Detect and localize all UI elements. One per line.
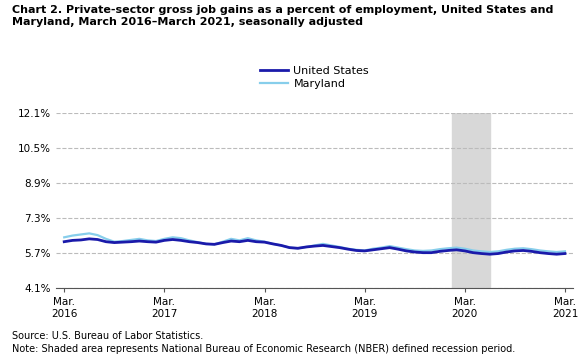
Line: Maryland: Maryland	[64, 233, 565, 252]
United States	[369, 248, 376, 252]
Maryland	[186, 238, 193, 242]
Legend: United States, Maryland: United States, Maryland	[260, 66, 369, 89]
United States	[86, 237, 93, 241]
Maryland	[61, 235, 68, 240]
Maryland	[336, 245, 343, 249]
United States	[486, 252, 493, 256]
United States	[336, 246, 343, 250]
Maryland	[512, 247, 519, 251]
United States	[186, 240, 193, 244]
Maryland	[169, 235, 176, 240]
Text: Source: U.S. Bureau of Labor Statistics.: Source: U.S. Bureau of Labor Statistics.	[12, 331, 203, 341]
United States	[169, 237, 176, 242]
Text: Chart 2. Private-sector gross job gains as a percent of employment, United State: Chart 2. Private-sector gross job gains …	[12, 5, 553, 27]
Maryland	[244, 236, 251, 240]
Maryland	[369, 247, 376, 251]
United States	[244, 238, 251, 242]
Maryland	[486, 250, 493, 254]
Maryland	[86, 231, 93, 236]
Maryland	[562, 249, 569, 253]
United States	[562, 251, 569, 256]
United States	[61, 240, 68, 244]
Bar	[452, 113, 490, 288]
Line: United States: United States	[64, 239, 565, 254]
Text: Note: Shaded area represents National Bureau of Economic Research (NBER) defined: Note: Shaded area represents National Bu…	[12, 344, 515, 354]
United States	[512, 249, 519, 253]
